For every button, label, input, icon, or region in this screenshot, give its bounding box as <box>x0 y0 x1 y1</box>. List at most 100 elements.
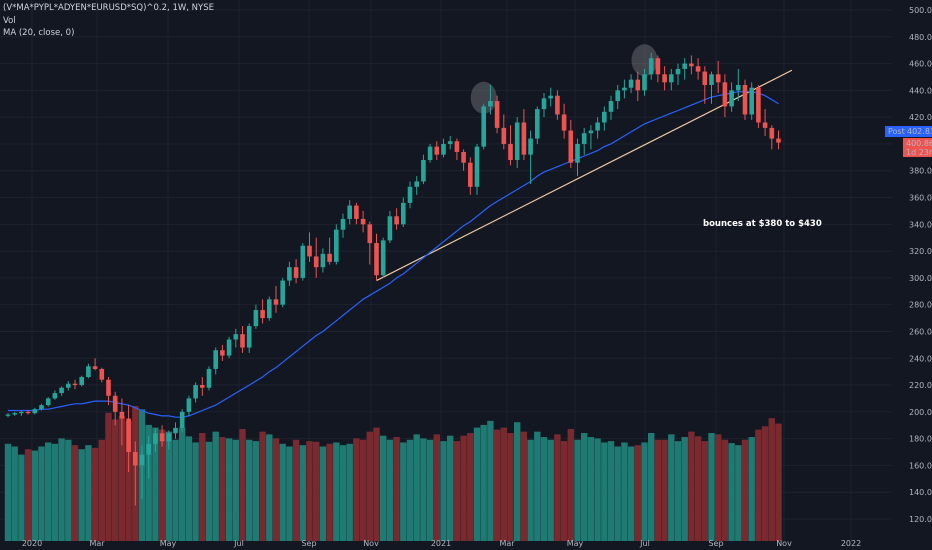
candle <box>186 395 192 416</box>
volume-bar <box>648 433 655 541</box>
candle-body <box>280 280 285 305</box>
candle <box>99 367 105 383</box>
candle <box>334 224 339 265</box>
volume-bar <box>11 446 18 541</box>
candle-body <box>648 58 654 75</box>
candle-body <box>59 387 64 394</box>
price-tick-label: 460.00 <box>909 60 932 69</box>
candle <box>112 391 118 426</box>
volume-bar <box>688 431 695 541</box>
candle-body <box>12 413 17 415</box>
candle-body <box>112 395 118 412</box>
candle <box>722 74 728 118</box>
candle-body <box>481 106 486 147</box>
candle <box>561 103 567 139</box>
candle <box>541 93 547 118</box>
volume-bar <box>158 429 166 541</box>
volume-bar <box>78 449 85 541</box>
volume-bar <box>18 454 25 541</box>
candle <box>213 347 218 375</box>
last-price-value: 400.86 <box>906 139 932 148</box>
candle-body <box>669 74 674 83</box>
time-axis[interactable]: 2020 Mar May Jul Sep Nov 2021 Mar May Jul Sep Nov 20… <box>22 539 861 548</box>
candle-body <box>273 299 279 305</box>
candle <box>528 130 533 185</box>
candle-body <box>561 114 567 131</box>
volume-bar <box>668 434 675 541</box>
volume-bar <box>701 441 708 541</box>
candle-body <box>126 418 131 453</box>
candle-body <box>675 68 681 75</box>
volume-bar <box>279 443 286 541</box>
candle <box>709 71 714 104</box>
candle-body <box>52 393 58 399</box>
symbol-title[interactable]: (V*MA*PYPL*ADYEN*EURUSD*SQ)^0.2, 1W, NYS… <box>3 3 214 13</box>
ma-legend[interactable]: MA (20, close, 0) <box>3 28 75 38</box>
candle <box>39 403 44 411</box>
candle <box>595 117 600 139</box>
volume-bar <box>4 443 12 541</box>
candle-body <box>622 87 627 91</box>
volume-bar <box>259 431 266 541</box>
candle <box>669 68 674 91</box>
candle-body <box>568 130 574 163</box>
volume-bar <box>554 434 561 541</box>
last-price-tag <box>903 138 932 157</box>
candle <box>106 377 111 406</box>
candle-body <box>206 368 212 388</box>
candle <box>320 248 326 273</box>
candle <box>313 237 319 278</box>
candle-body <box>340 218 346 230</box>
volume-bar <box>755 429 762 541</box>
volume-bar <box>105 412 112 541</box>
volume-bar <box>313 441 320 541</box>
candle <box>401 197 406 227</box>
candle <box>166 430 172 450</box>
candle <box>461 149 466 171</box>
candle <box>380 237 386 278</box>
candle-body <box>595 122 600 131</box>
candle <box>206 366 212 391</box>
candle <box>729 82 734 112</box>
volume-bar <box>413 434 420 541</box>
volume-bar <box>192 442 199 541</box>
candle-body <box>602 111 607 123</box>
candle-body <box>106 379 111 396</box>
price-tick-label: 120.00 <box>909 515 932 524</box>
candle-body <box>119 411 125 419</box>
candle-body <box>146 443 151 455</box>
candle-body <box>427 146 433 161</box>
volume-bar <box>212 431 219 541</box>
time-tick-label: Jul <box>233 539 244 548</box>
candle <box>133 441 138 506</box>
volume-bar <box>654 439 662 541</box>
volume-bar <box>85 445 92 541</box>
candle <box>695 58 701 80</box>
candle <box>555 90 560 120</box>
candle <box>689 55 694 75</box>
volume-bar <box>728 443 735 541</box>
volume-legend[interactable]: Vol <box>3 16 16 26</box>
volume-bar <box>346 443 353 541</box>
candle <box>662 66 667 91</box>
bounce-annotation[interactable]: bounces at $380 to $430 <box>703 219 822 229</box>
candle <box>293 259 299 284</box>
volume-bar <box>306 441 313 541</box>
volume-bar <box>98 439 105 541</box>
candle-body <box>287 267 292 281</box>
candle <box>367 221 373 265</box>
candle-body <box>655 58 661 75</box>
price-axis[interactable]: 120.00 140.00 160.00 180.00 200.00 220.00 240.… <box>909 6 932 524</box>
candle-body <box>213 350 218 369</box>
candle <box>19 410 24 416</box>
volume-bar <box>299 445 306 541</box>
price-tick-label: 320.00 <box>909 247 932 256</box>
candle <box>756 85 761 128</box>
price-tick-label: 300.00 <box>909 274 932 283</box>
candle-body <box>501 127 507 144</box>
candle <box>675 63 681 86</box>
candle <box>45 397 51 407</box>
candle-body <box>441 143 446 155</box>
volume-bar <box>426 439 434 541</box>
